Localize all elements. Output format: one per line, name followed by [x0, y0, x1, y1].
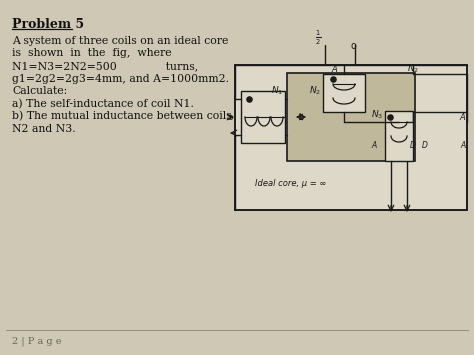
Text: N1=N3=2N2=500              turns,: N1=N3=2N2=500 turns,: [12, 61, 198, 71]
Text: $D$: $D$: [421, 140, 429, 151]
Text: a) The self-inductance of coil N1.: a) The self-inductance of coil N1.: [12, 98, 194, 109]
Bar: [287, 73, 415, 161]
Bar: [241, 91, 285, 143]
Text: is  shown  in  the  fig,  where: is shown in the fig, where: [12, 49, 172, 59]
Point: [329, 76, 337, 82]
Point: [386, 114, 394, 120]
Text: $A$: $A$: [372, 140, 379, 151]
Text: 2 | P a g e: 2 | P a g e: [12, 336, 62, 345]
Text: b) The mutual inductance between coils: b) The mutual inductance between coils: [12, 111, 232, 121]
Text: $\frac{1}{2}$: $\frac{1}{2}$: [315, 29, 321, 47]
Text: $N_3$: $N_3$: [371, 109, 383, 121]
Bar: [385, 111, 413, 161]
Bar: [235, 65, 467, 210]
Text: $A$: $A$: [459, 111, 467, 122]
Text: o: o: [350, 41, 356, 51]
Text: o: o: [228, 113, 233, 121]
Text: $A$: $A$: [331, 64, 339, 75]
Point: [245, 96, 253, 102]
Text: $N_2$: $N_2$: [407, 63, 419, 75]
Text: b: b: [298, 113, 304, 121]
Text: Problem 5: Problem 5: [12, 18, 84, 31]
Text: Calculate:: Calculate:: [12, 86, 67, 96]
Text: Ideal core, μ = ∞: Ideal core, μ = ∞: [255, 179, 327, 187]
Text: $N_1$: $N_1$: [271, 85, 283, 97]
Text: $D$: $D$: [409, 140, 417, 151]
Text: N2 and N3.: N2 and N3.: [12, 124, 76, 133]
Text: g1=2g2=2g3=4mm, and A=1000mm2.: g1=2g2=2g3=4mm, and A=1000mm2.: [12, 73, 229, 83]
Text: A system of three coils on an ideal core: A system of three coils on an ideal core: [12, 36, 228, 46]
Text: $A$: $A$: [460, 140, 467, 151]
Bar: [323, 74, 365, 112]
Text: $N_2$: $N_2$: [309, 85, 321, 97]
